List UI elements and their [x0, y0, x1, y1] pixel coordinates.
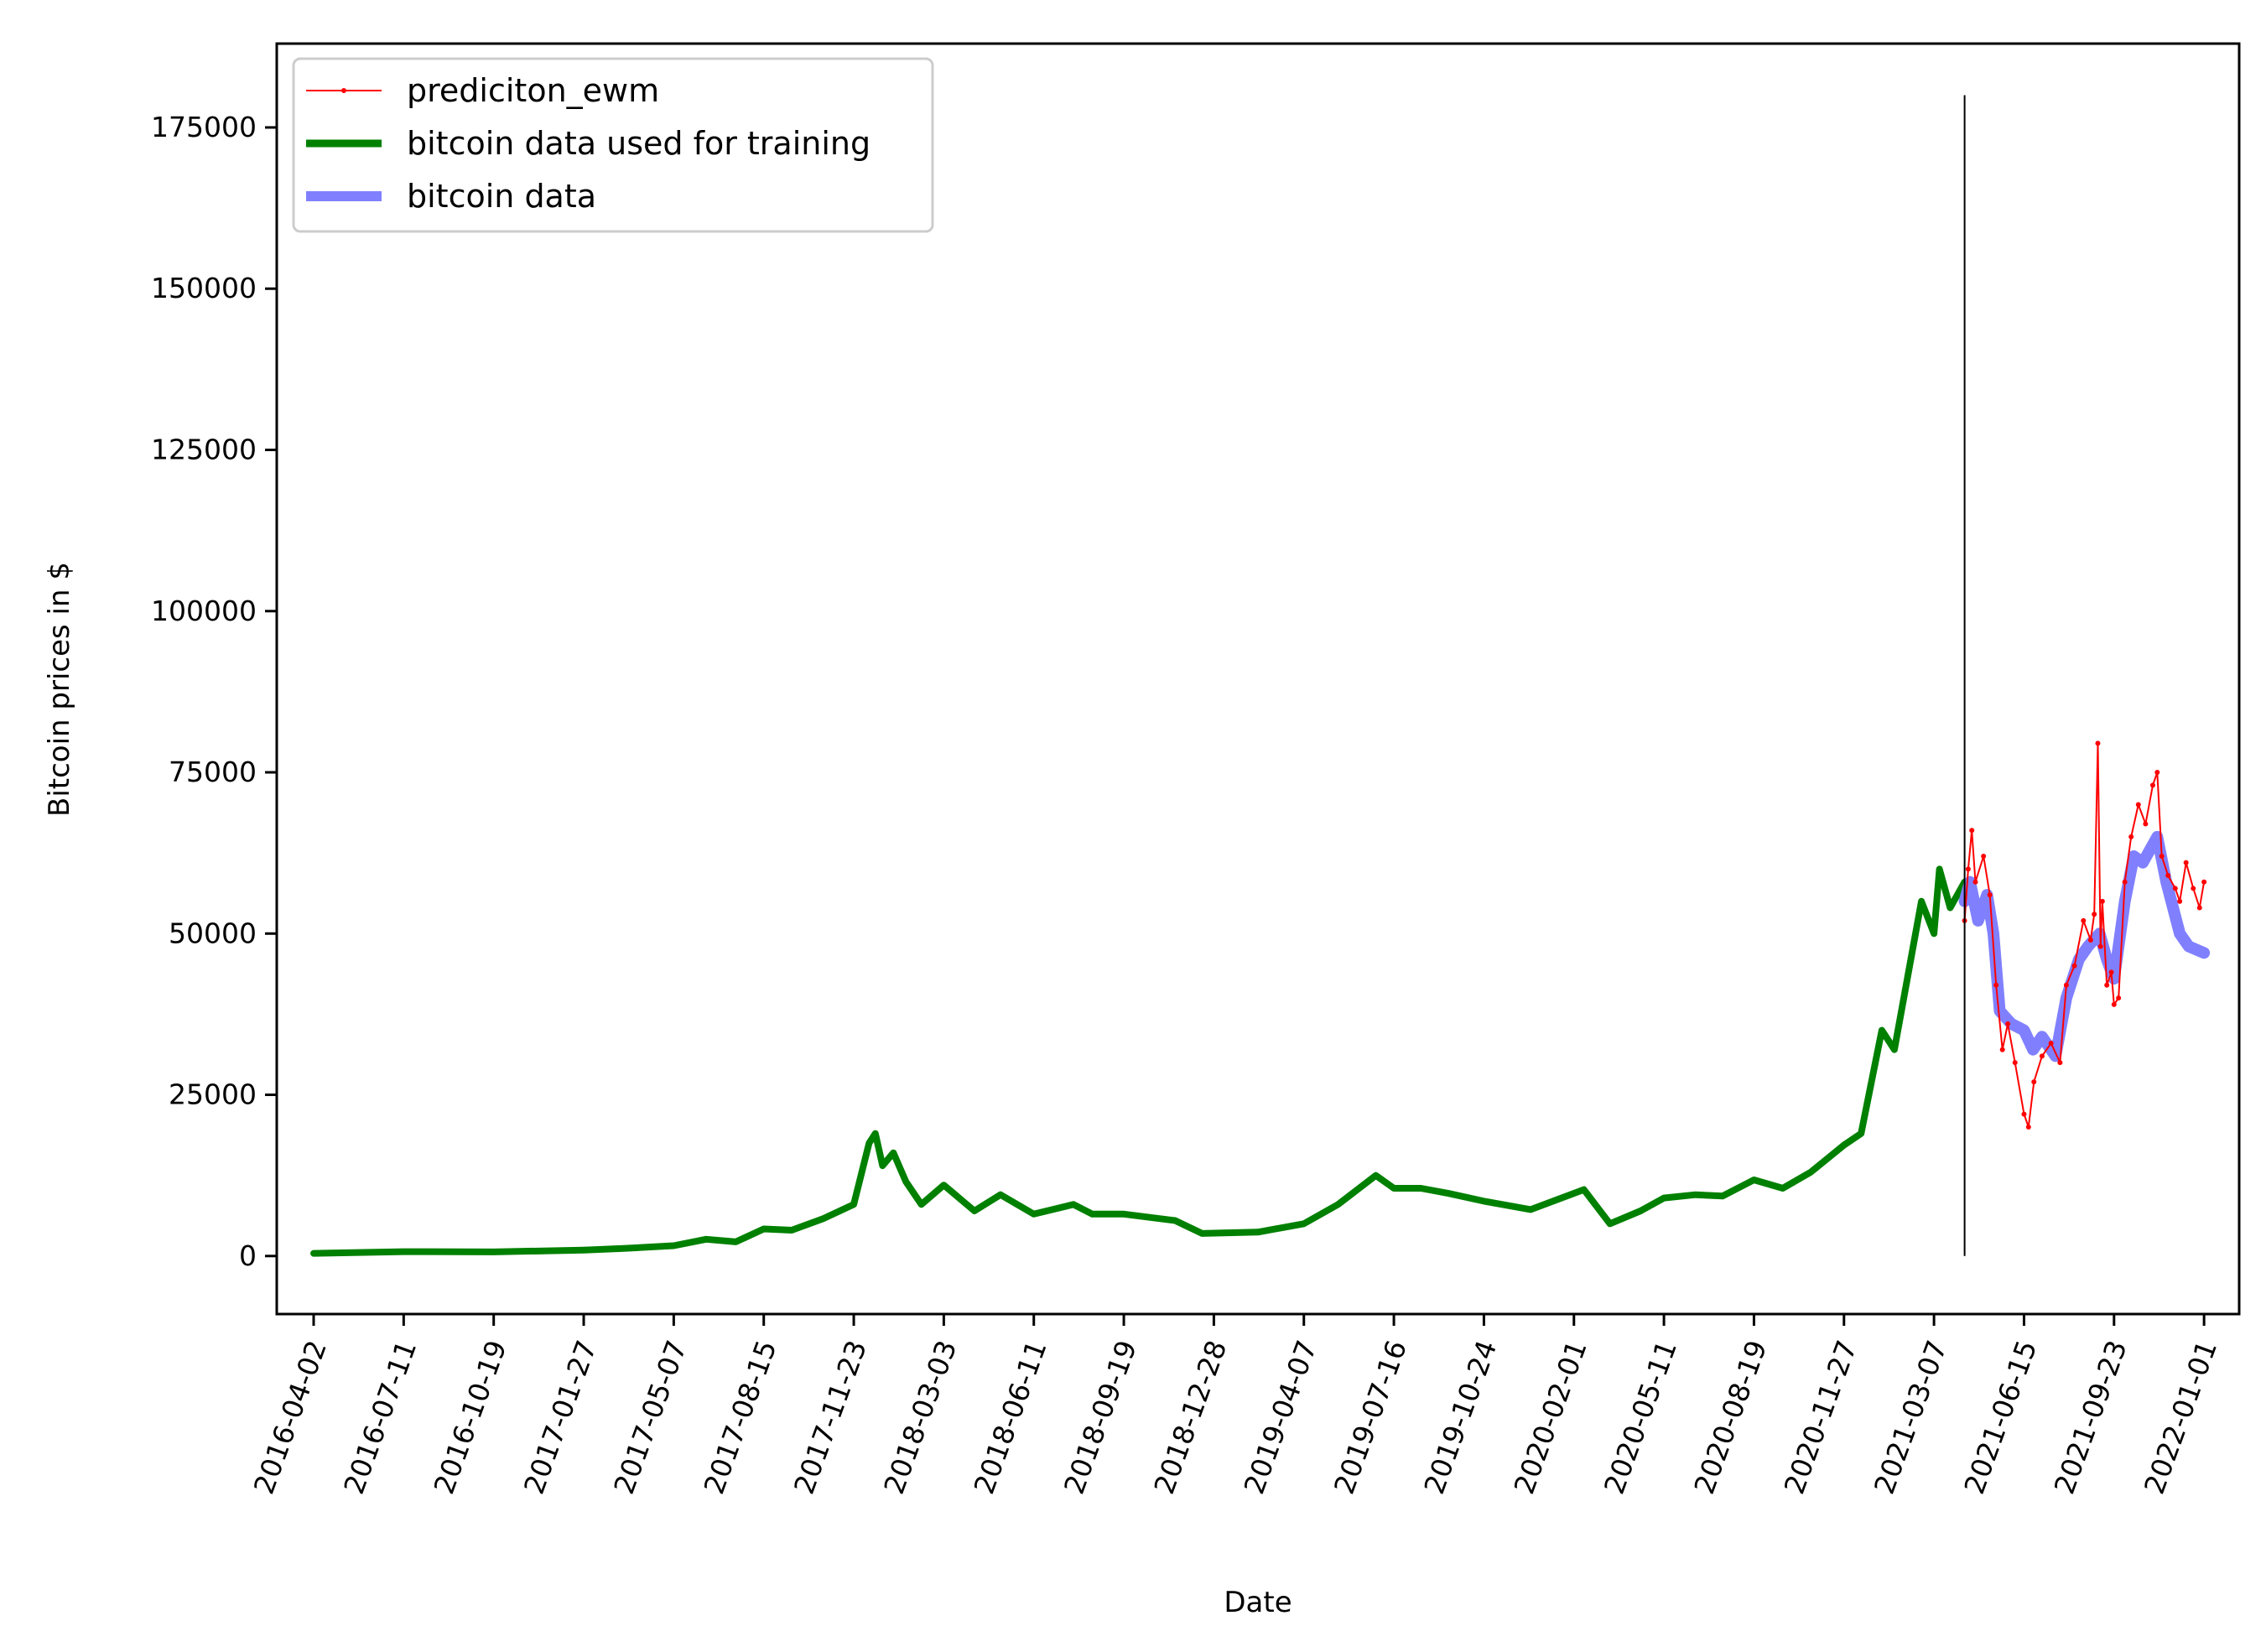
y-tick-label: 50000 [169, 917, 257, 949]
prediction-point [2172, 886, 2178, 891]
prediction-point [2104, 982, 2110, 988]
prediction-point [2165, 873, 2171, 879]
prediction-point [2116, 995, 2122, 1001]
y-tick-label: 25000 [169, 1078, 257, 1111]
prediction-point [2159, 853, 2165, 859]
x-axis-label: Date [1224, 1586, 1292, 1619]
prediction-point [1993, 982, 1999, 988]
prediction-point [2031, 1079, 2037, 1085]
prediction-point [2128, 834, 2134, 839]
prediction-point [2025, 1124, 2031, 1130]
plot-area [277, 44, 2239, 1314]
prediction-point [2039, 1053, 2045, 1059]
legend-label-prediction: prediciton_ewm [407, 72, 659, 109]
prediction-point [1999, 1047, 2005, 1052]
y-tick-label: 150000 [151, 272, 257, 304]
prediction-point [2005, 1021, 2011, 1026]
y-tick-label: 100000 [151, 595, 257, 627]
prediction-point [2191, 886, 2196, 891]
prediction-point [2183, 860, 2189, 865]
prediction-point [1987, 892, 1993, 898]
prediction-point [2149, 782, 2155, 788]
prediction-point [2097, 943, 2103, 949]
prediction-point [2012, 1060, 2018, 1066]
prediction-point [2111, 1001, 2117, 1007]
y-tick-label: 125000 [151, 433, 257, 465]
y-tick-label: 75000 [169, 756, 257, 788]
legend-box [292, 57, 934, 233]
prediction-point [2063, 982, 2069, 988]
legend-swatch-prediction-marker [341, 88, 346, 93]
prediction-point [2095, 740, 2101, 746]
legend-label-training: bitcoin data used for training [407, 125, 871, 162]
series-line-training [310, 865, 1968, 1257]
prediction-point [2057, 1060, 2063, 1066]
prediction-point [2143, 821, 2149, 827]
prediction-point [2108, 969, 2114, 975]
series-line-prediction [1963, 742, 2206, 1128]
y-axis-label: Bitcoin prices in $ [43, 562, 76, 817]
y-axis-ticks: 0 25000 50000 75000 100000 125000 150000 175000 [151, 111, 277, 1272]
prediction-point [1972, 879, 1978, 885]
prediction-point [2177, 898, 2183, 904]
prediction-point [2196, 905, 2202, 911]
prediction-point [1965, 866, 1971, 872]
prediction-point [2122, 879, 2128, 885]
legend-label-bitcoin-data: bitcoin data [407, 178, 596, 215]
series-line-bitcoin-data [1958, 830, 2211, 1062]
prediction-point [1969, 828, 1975, 834]
prediction-point [2154, 770, 2160, 776]
prediction-point [2087, 937, 2093, 943]
prediction-point [2071, 963, 2077, 969]
prediction-point [1981, 853, 1987, 859]
prediction-point [2021, 1111, 2027, 1117]
prediction-point [2099, 898, 2105, 904]
prediction-point [2135, 802, 2141, 808]
plot-frame [275, 42, 2241, 1316]
y-tick-label: 0 [239, 1239, 257, 1272]
prediction-point [2081, 917, 2087, 923]
prediction-point [2201, 879, 2207, 885]
prediction-point [2092, 912, 2097, 917]
y-tick-label: 175000 [151, 111, 257, 143]
prediction-point [2048, 1041, 2054, 1047]
legend: prediciton_ewm bitcoin data used for tra… [292, 57, 934, 233]
